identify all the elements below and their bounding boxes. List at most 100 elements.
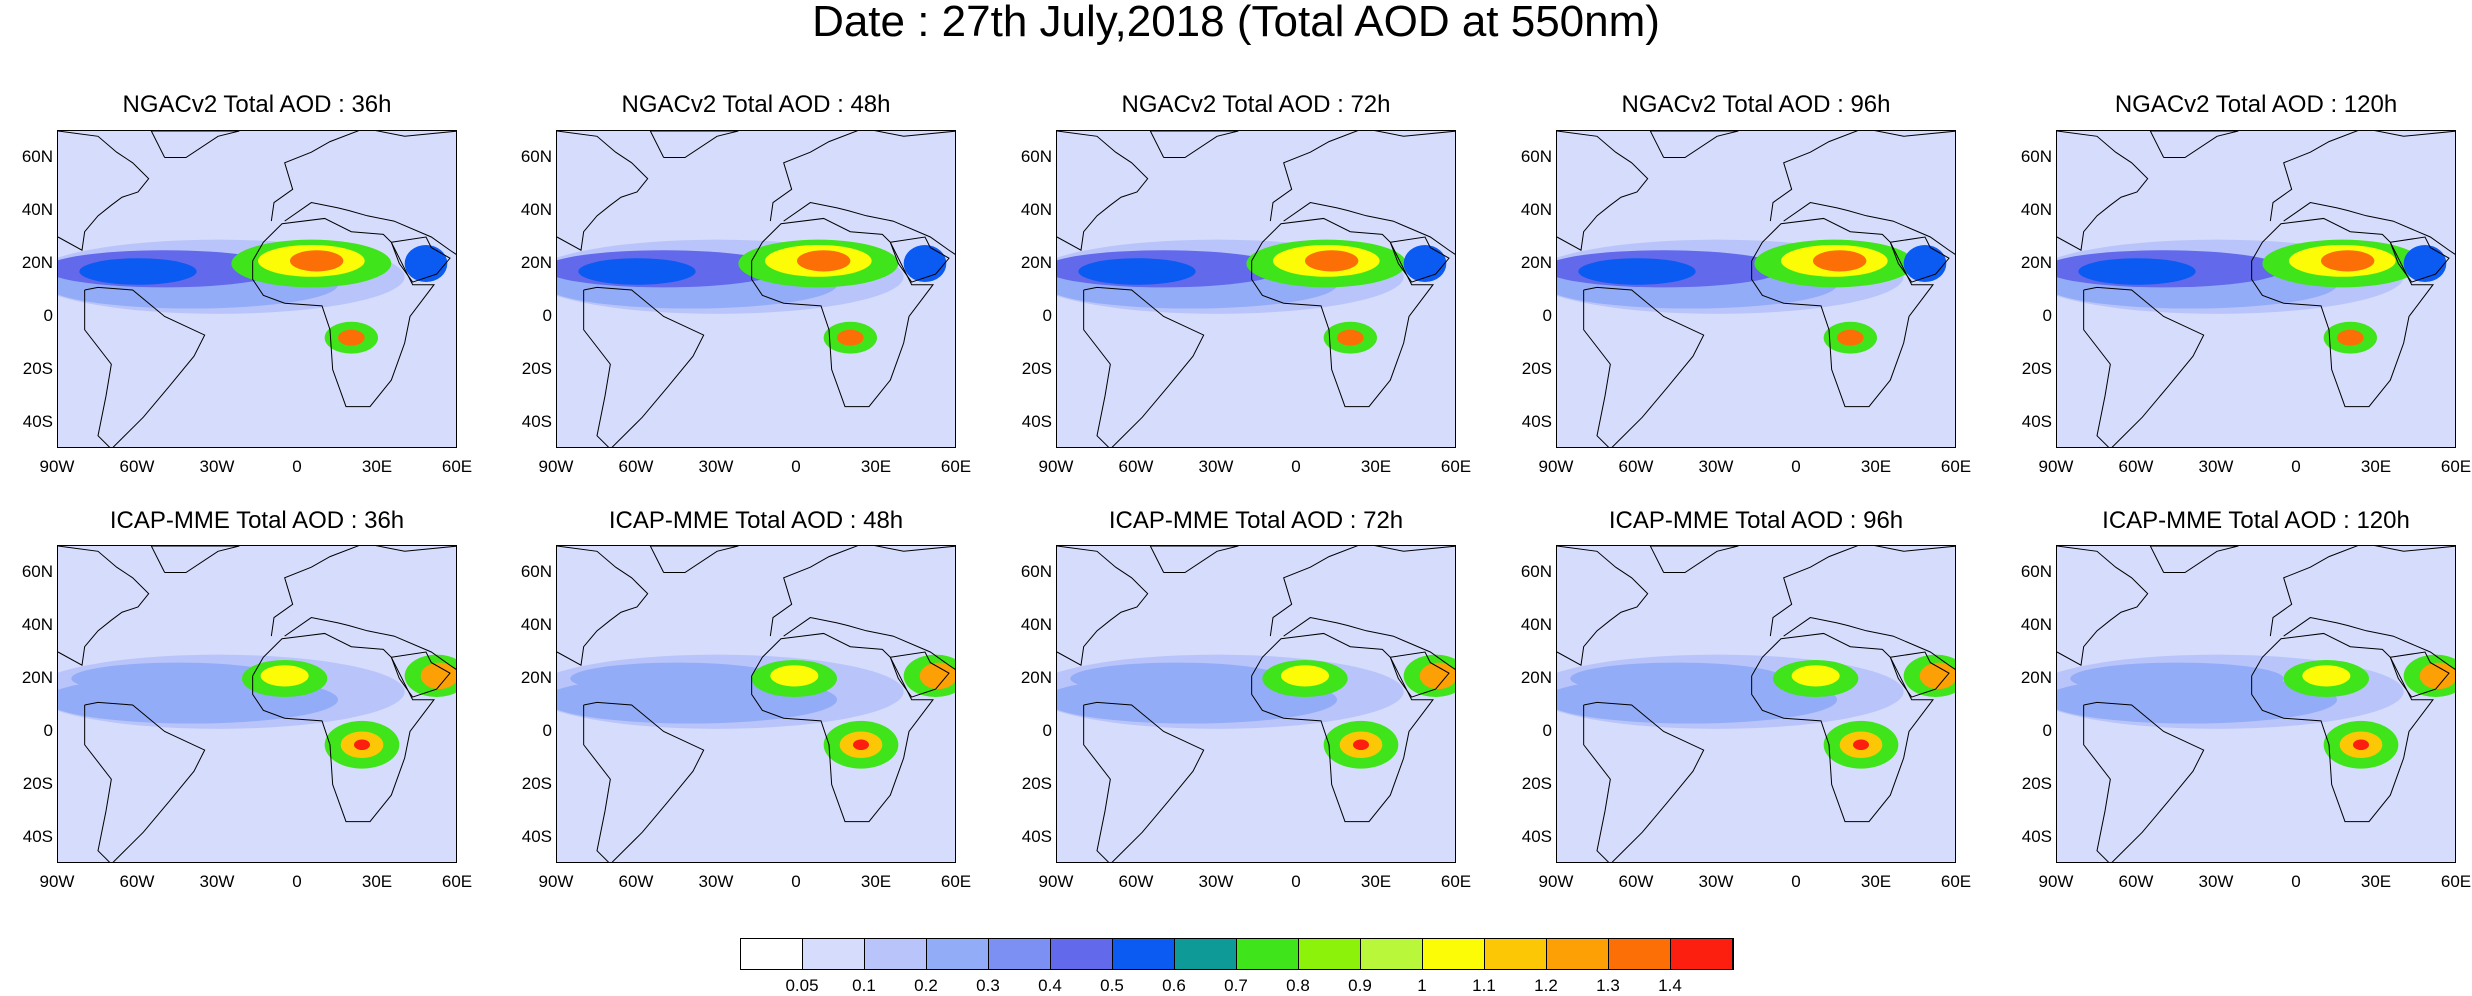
aod-plume bbox=[837, 329, 864, 346]
aod-plume bbox=[2403, 244, 2447, 283]
lat-tick-label: 40N bbox=[2020, 614, 2052, 634]
lon-tick-label: 0 bbox=[292, 457, 302, 476]
lat-tick-label: 20S bbox=[22, 773, 53, 793]
lon-tick-label: 60E bbox=[940, 457, 972, 476]
coastline bbox=[583, 286, 705, 447]
lat-tick-label: 20S bbox=[1021, 773, 1052, 793]
lon-tick-label: 30W bbox=[2198, 872, 2234, 891]
coastline bbox=[1769, 131, 1955, 222]
lon-tick-label: 60E bbox=[441, 457, 473, 476]
lat-tick-label: 0 bbox=[1042, 305, 1052, 325]
aod-map-graphic bbox=[557, 546, 955, 862]
colorbar-swatch bbox=[1671, 939, 1733, 969]
lon-tick-label: 60W bbox=[1618, 457, 1654, 476]
aod-plume bbox=[338, 329, 365, 346]
lon-tick-label: 90W bbox=[2038, 872, 2074, 891]
lon-tick-label: 60W bbox=[1118, 457, 1154, 476]
aod-plume bbox=[1578, 258, 1696, 285]
aod-plume bbox=[2321, 250, 2375, 272]
coastline bbox=[2283, 617, 2455, 670]
coastline bbox=[2269, 546, 2455, 637]
aod-map-graphic bbox=[1057, 131, 1455, 447]
aod-map bbox=[1056, 545, 1456, 863]
aod-plume bbox=[1570, 662, 1784, 695]
coastline bbox=[1769, 546, 1955, 637]
lon-tick-label: 30E bbox=[361, 872, 393, 891]
coastline bbox=[889, 236, 950, 283]
coastline bbox=[1751, 632, 1935, 823]
lon-tick-label: 0 bbox=[1291, 872, 1301, 891]
lat-tick-label: 40N bbox=[1520, 614, 1552, 634]
lon-tick-label: 30E bbox=[2360, 457, 2392, 476]
lat-tick-label: 0 bbox=[43, 720, 53, 740]
lat-tick-label: 40N bbox=[21, 199, 53, 219]
lat-tick-label: 40S bbox=[22, 826, 53, 846]
lon-tick-label: 60E bbox=[2440, 872, 2472, 891]
colorbar-swatch bbox=[989, 939, 1051, 969]
colorbar-tick-label: 1.1 bbox=[1472, 976, 1496, 995]
colorbar-tick-label: 1 bbox=[1417, 976, 1427, 995]
lon-tick-label: 30E bbox=[860, 872, 892, 891]
lon-tick-label: 30W bbox=[698, 872, 734, 891]
coastline bbox=[783, 202, 955, 255]
lon-tick-label: 0 bbox=[292, 872, 302, 891]
colorbar-swatch bbox=[1237, 939, 1299, 969]
colorbar-swatch bbox=[1113, 939, 1175, 969]
lat-tick-label: 40N bbox=[2020, 199, 2052, 219]
lon-tick-label: 90W bbox=[538, 872, 574, 891]
aod-map bbox=[1556, 545, 1956, 863]
panel-title: NGACv2 Total AOD : 48h bbox=[621, 91, 891, 118]
lon-tick-label: 30W bbox=[1198, 872, 1234, 891]
coastline bbox=[270, 131, 456, 222]
lon-tick-label: 60E bbox=[2440, 457, 2472, 476]
colorbar-tick-label: 0.9 bbox=[1348, 976, 1372, 995]
colorbar-tick-label: 0.5 bbox=[1100, 976, 1124, 995]
colorbar-swatch bbox=[865, 939, 927, 969]
aod-plume bbox=[79, 258, 197, 285]
aod-map-graphic bbox=[557, 131, 955, 447]
lat-tick-label: 40S bbox=[22, 411, 53, 431]
lon-tick-label: 90W bbox=[39, 872, 75, 891]
aod-plume bbox=[570, 662, 784, 695]
colorbar-swatch bbox=[1361, 939, 1423, 969]
page-title: Date : 27th July,2018 (Total AOD at 550n… bbox=[812, 0, 1660, 46]
lat-tick-label: 0 bbox=[1542, 305, 1552, 325]
aod-plume bbox=[1305, 250, 1359, 272]
lon-tick-label: 90W bbox=[1038, 872, 1074, 891]
lat-tick-label: 20N bbox=[520, 252, 552, 272]
lat-tick-label: 60N bbox=[1020, 561, 1052, 581]
lon-tick-label: 30E bbox=[1360, 872, 1392, 891]
lat-tick-label: 20N bbox=[1020, 252, 1052, 272]
coastline bbox=[58, 131, 150, 252]
coastline bbox=[2149, 546, 2239, 573]
aod-map-graphic bbox=[1557, 131, 1955, 447]
coastline bbox=[390, 651, 451, 698]
lon-tick-label: 60E bbox=[1940, 457, 1972, 476]
lon-tick-label: 30W bbox=[1698, 872, 1734, 891]
aod-map bbox=[1056, 130, 1456, 448]
coastline bbox=[2389, 236, 2450, 283]
coastline bbox=[1389, 236, 1450, 283]
panel-title: ICAP-MME Total AOD : 120h bbox=[2102, 507, 2410, 534]
lon-tick-label: 30W bbox=[2198, 457, 2234, 476]
lon-tick-label: 60W bbox=[1618, 872, 1654, 891]
lon-tick-label: 30E bbox=[1360, 457, 1392, 476]
lat-tick-label: 20N bbox=[21, 667, 53, 687]
aod-plume bbox=[354, 739, 370, 751]
colorbar-tick-label: 1.3 bbox=[1596, 976, 1620, 995]
lat-tick-label: 40S bbox=[521, 411, 552, 431]
lat-tick-label: 20N bbox=[1520, 252, 1552, 272]
lon-tick-label: 0 bbox=[791, 457, 801, 476]
aod-plume bbox=[1919, 662, 1955, 690]
lon-tick-label: 60W bbox=[1118, 872, 1154, 891]
aod-plume bbox=[404, 244, 448, 283]
coastline bbox=[557, 131, 649, 252]
lon-tick-label: 90W bbox=[2038, 457, 2074, 476]
lat-tick-label: 40S bbox=[1021, 826, 1052, 846]
lat-tick-label: 60N bbox=[520, 561, 552, 581]
lat-tick-label: 20S bbox=[521, 358, 552, 378]
coastline bbox=[1649, 131, 1739, 158]
coastline bbox=[1269, 131, 1455, 222]
lon-tick-label: 30E bbox=[361, 457, 393, 476]
aod-plume bbox=[770, 665, 819, 687]
